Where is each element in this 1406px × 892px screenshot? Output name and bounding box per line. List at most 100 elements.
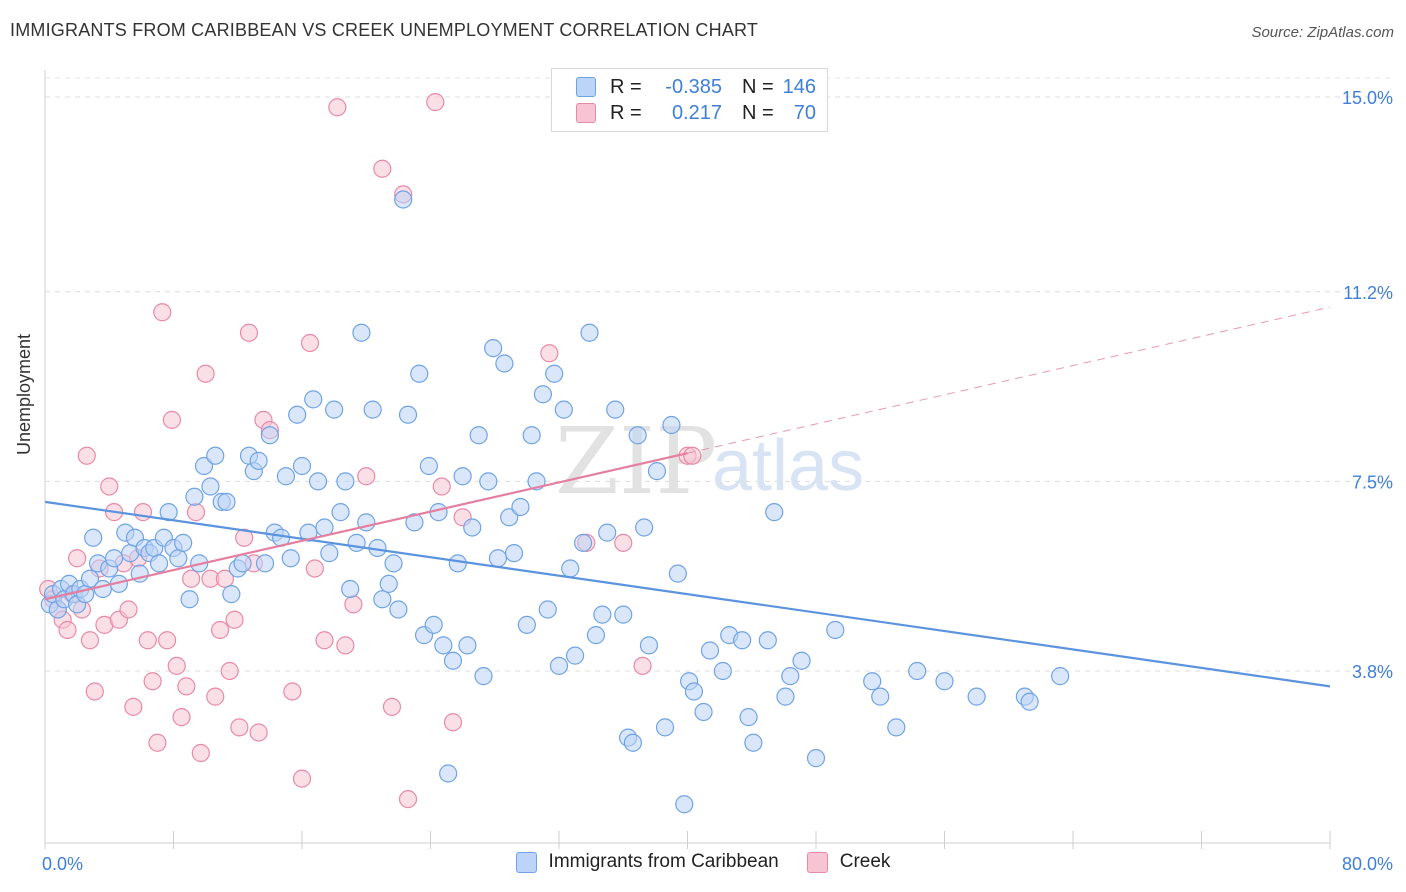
caribbean-point xyxy=(504,544,524,563)
creek-point xyxy=(58,620,77,640)
caribbean-point xyxy=(639,636,659,655)
caribbean-point xyxy=(662,415,681,435)
caribbean-point xyxy=(776,687,795,706)
caribbean-point xyxy=(739,708,758,727)
creek-point xyxy=(162,410,181,429)
watermark: ZIP atlas xyxy=(555,408,864,515)
creek-point xyxy=(432,477,451,496)
bottom-legend-caribbean: Immigrants from Caribbean xyxy=(515,851,779,873)
creek-point xyxy=(398,790,418,809)
caribbean-point xyxy=(469,426,488,445)
caribbean-point xyxy=(389,600,408,619)
caribbean-point xyxy=(713,661,732,681)
axes xyxy=(44,70,1331,849)
series-caribbean-points xyxy=(40,190,1070,814)
caribbean-point xyxy=(336,472,355,491)
caribbean-point xyxy=(623,733,642,752)
caribbean-point xyxy=(694,702,713,722)
legend-r-label: R = xyxy=(610,101,642,124)
bottom-legend-swatch-caribbean xyxy=(515,851,537,873)
y-tick-label: 7.5% xyxy=(1352,472,1393,492)
creek-point xyxy=(344,595,363,614)
grid-lines xyxy=(45,77,1392,672)
caribbean-point xyxy=(185,487,204,506)
legend: R = -0.385 N = 146 R = 0.217 N = 70 xyxy=(551,68,828,132)
bottom-legend-creek: Creek xyxy=(806,851,891,873)
y-tick-labels: 15.0% 11.2% 7.5% 3.8% xyxy=(1342,88,1393,682)
legend-n-label: N = xyxy=(742,101,774,124)
caribbean-point xyxy=(206,446,225,465)
x-tick-labels: 0.0% 80.0% xyxy=(42,854,1393,874)
caribbean-point xyxy=(871,687,890,706)
creek-point xyxy=(124,697,143,716)
caribbean-point xyxy=(628,426,647,445)
caribbean-point xyxy=(655,718,675,737)
creek-point xyxy=(230,718,249,737)
caribbean-point xyxy=(288,405,307,424)
caribbean-point xyxy=(419,456,438,476)
caribbean-point xyxy=(255,554,275,573)
caribbean-point xyxy=(453,467,472,486)
caribbean-point xyxy=(379,574,398,593)
caribbean-point xyxy=(281,549,300,568)
legend-r-value: -0.385 xyxy=(665,75,722,98)
creek-point xyxy=(191,743,210,763)
caribbean-point xyxy=(299,523,318,542)
creek-point xyxy=(157,631,177,650)
creek-point xyxy=(225,610,244,629)
caribbean-point xyxy=(675,795,694,814)
creek-point xyxy=(220,661,239,681)
caribbean-point xyxy=(522,426,541,445)
caribbean-point xyxy=(517,615,536,634)
creek-point xyxy=(382,697,402,716)
creek-point xyxy=(283,682,302,701)
caribbean-point xyxy=(488,549,508,568)
y-tick-label: 15.0% xyxy=(1342,88,1393,108)
caribbean-point xyxy=(733,631,752,650)
creek-point xyxy=(85,682,104,701)
creek-point xyxy=(148,733,167,752)
source-label: Source: ZipAtlas.com xyxy=(1251,24,1394,41)
caribbean-point xyxy=(93,579,112,599)
caribbean-point xyxy=(325,400,344,419)
creek-trend-line xyxy=(44,452,688,601)
caribbean-point xyxy=(606,400,625,419)
caribbean-point xyxy=(194,456,214,476)
caribbean-point xyxy=(554,400,573,419)
caribbean-point xyxy=(320,544,339,563)
creek-point xyxy=(80,631,100,650)
legend-row-caribbean: R = -0.385 N = 146 xyxy=(576,74,816,100)
caribbean-point xyxy=(249,451,268,470)
caribbean-point xyxy=(276,467,296,486)
creek-point xyxy=(249,723,268,742)
legend-n-value: 70 xyxy=(793,101,816,124)
chart-title: IMMIGRANTS FROM CARIBBEAN VS CREEK UNEMP… xyxy=(10,20,759,40)
caribbean-point xyxy=(561,559,580,578)
y-tick-label: 3.8% xyxy=(1352,662,1393,682)
caribbean-point xyxy=(331,503,350,522)
caribbean-point xyxy=(863,672,882,691)
creek-point xyxy=(133,503,153,522)
caribbean-point xyxy=(104,549,124,568)
caribbean-point xyxy=(593,605,612,624)
creek-point xyxy=(315,631,334,650)
caribbean-trend-line xyxy=(44,500,1331,688)
bottom-legend-label-creek: Creek xyxy=(839,851,891,872)
creek-point xyxy=(300,333,320,353)
caribbean-point xyxy=(935,672,954,691)
caribbean-point xyxy=(598,523,617,542)
caribbean-point xyxy=(448,554,467,573)
caribbean-point xyxy=(463,518,482,537)
creek-point xyxy=(239,323,259,342)
caribbean-point xyxy=(792,651,811,670)
legend-n-value: 146 xyxy=(782,75,816,98)
caribbean-point xyxy=(201,477,220,496)
caribbean-point xyxy=(398,405,418,424)
caribbean-point xyxy=(700,641,720,660)
creek-point xyxy=(196,364,215,383)
caribbean-point xyxy=(758,631,777,650)
caribbean-point xyxy=(635,518,654,537)
legend-n-label: N = xyxy=(742,75,774,98)
creek-point xyxy=(633,656,652,675)
